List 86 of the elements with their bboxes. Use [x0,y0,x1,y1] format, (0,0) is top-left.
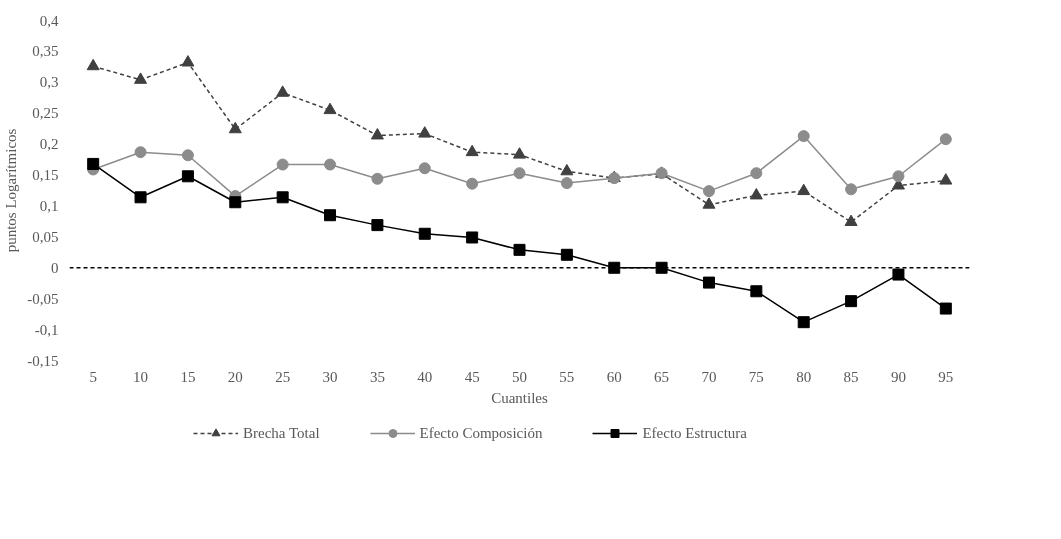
point [797,183,811,196]
point [229,196,242,209]
point [371,172,384,185]
legend-label: Efecto Estructura [642,424,747,442]
point [134,72,148,84]
point [370,128,384,140]
point [513,243,526,256]
x-tick-label: 75 [748,368,764,385]
x-tick-label: 90 [890,368,906,385]
y-tick-label: 0,4 [39,12,59,29]
point [702,276,715,289]
x-tick-label: 30 [322,368,338,385]
point [181,149,194,162]
point [513,147,526,159]
point [560,177,573,190]
x-tick-label: 20 [227,368,243,385]
x-tick-label: 50 [512,368,527,385]
point [466,231,479,244]
point [276,191,289,204]
point [324,209,337,222]
point [845,183,858,196]
x-tick-label: 65 [654,368,670,385]
y-tick-label: -0,15 [27,352,59,369]
point [513,167,526,180]
legend-label: Efecto Composición [419,424,543,442]
point [87,157,100,170]
point [655,261,668,274]
point [939,173,953,185]
point [797,316,810,329]
point [749,188,763,200]
x-tick-label: 25 [275,368,291,385]
point [324,158,337,171]
x-tick-label: 55 [559,368,575,385]
x-tick-label: 35 [369,368,385,385]
point [134,191,147,204]
point [608,261,621,274]
point [418,126,432,138]
point [276,85,290,97]
point [560,248,573,261]
y-tick-label: -0,1 [34,321,59,338]
y-tick-label: -0,05 [27,290,59,307]
point [939,302,952,315]
point [892,170,905,183]
x-tick-label: 45 [464,368,480,385]
point [702,185,715,198]
point [750,285,763,298]
point [892,268,905,281]
y-tick-label: 0,15 [32,167,59,184]
y-tick-label: 0,05 [32,228,59,245]
point [560,163,574,176]
legend-label: Brecha Total [242,424,320,442]
point [702,197,716,209]
point [750,167,763,180]
x-tick-label: 40 [417,368,433,385]
y-tick-label: 0 [51,259,59,276]
x-tick-label: 95 [938,368,954,385]
point [466,177,479,190]
x-tick-label: 85 [843,368,859,385]
x-tick-label: 80 [796,368,812,385]
point [181,170,194,183]
point [418,162,431,175]
point [939,133,952,146]
x-tick-label: 15 [180,368,196,385]
y-axis-title: puntos Logarítmicos [3,128,20,253]
point [323,102,337,115]
point [181,55,195,67]
x-tick-label: 60 [606,368,622,385]
point [371,219,384,232]
point [228,121,242,134]
y-tick-label: 0,2 [39,136,59,153]
point [797,130,810,143]
x-tick-label: 70 [701,368,717,385]
x-tick-label: 10 [133,368,149,385]
point [276,158,289,171]
y-tick-label: 0,35 [32,43,59,60]
y-tick-label: 0,3 [39,74,59,91]
point [844,214,858,226]
point [465,144,479,157]
point [418,227,431,240]
x-tick-label: 5 [89,368,97,385]
point [845,295,858,308]
point [86,58,100,71]
y-tick-label: 0,25 [32,105,59,122]
x-axis-title: Cuantiles [491,389,548,406]
y-tick-label: 0,1 [39,197,59,214]
point [134,146,147,159]
